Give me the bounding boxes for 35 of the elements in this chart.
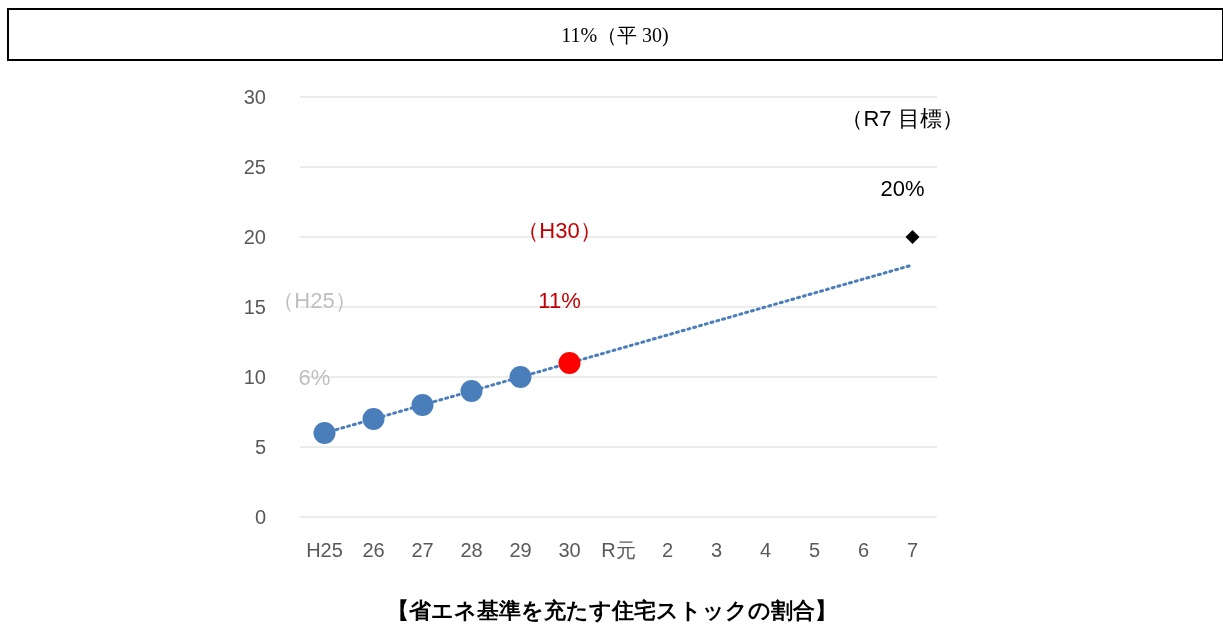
x-tick-label: 5 [808, 539, 821, 561]
x-tick-label: 29 [509, 539, 532, 561]
point [460, 380, 483, 402]
point [411, 394, 434, 416]
x-tick-label: 26 [362, 539, 385, 561]
x-tick-label: 3 [710, 539, 723, 561]
x-tick-label: 2 [661, 539, 674, 561]
point [362, 408, 385, 430]
x-tick-label: H25 [306, 539, 343, 561]
x-tick-label: R元 [601, 539, 636, 561]
annotation: 6% [298, 365, 331, 390]
y-tick-label: 5 [254, 436, 266, 458]
point [905, 230, 920, 244]
point [313, 422, 336, 444]
annotation: 20% [880, 176, 925, 201]
x-tick-label: 30 [558, 539, 581, 561]
text: 11%（平 30) [561, 24, 669, 47]
annotation: 11% [538, 288, 581, 313]
y-tick-label: 25 [243, 156, 266, 178]
annotation: （H30） [517, 218, 602, 243]
point [509, 366, 532, 388]
y-tick-label: 0 [254, 506, 266, 528]
y-tick-label: 10 [243, 366, 266, 388]
x-tick-label: 28 [460, 539, 483, 561]
annotation: （R7 目標） [841, 106, 964, 131]
x-tick-label: 4 [759, 539, 772, 561]
point [558, 352, 581, 374]
y-tick-label: 15 [243, 296, 266, 318]
annotation: （H25） [272, 288, 357, 313]
text: 【省エネ基準を充たす住宅ストックの割合】 [386, 598, 837, 623]
x-tick-label: 27 [411, 539, 434, 561]
y-tick-label: 30 [243, 86, 266, 108]
x-tick-label: 7 [906, 539, 919, 561]
x-tick-label: 6 [857, 539, 870, 561]
y-tick-label: 20 [243, 226, 266, 248]
